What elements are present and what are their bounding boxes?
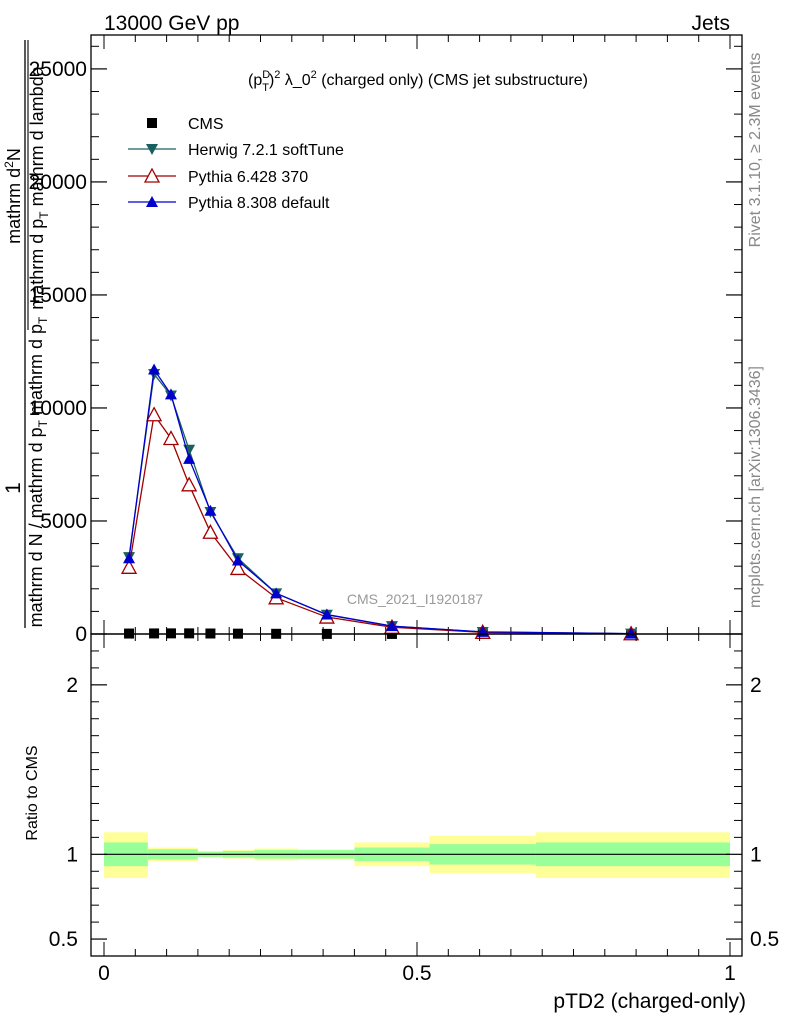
ratio-ytick-label-right: 0.5 xyxy=(750,928,779,951)
main-ticks xyxy=(91,35,742,635)
legend-marker-herwig xyxy=(146,144,158,155)
ratio-ytick-label-right: 2 xyxy=(750,674,762,697)
main-ytick-label: 25000 xyxy=(29,58,87,81)
legend-item-pythia6: Pythia 6.428 370 xyxy=(128,167,308,186)
point-pythia-6-428-370 xyxy=(229,560,247,576)
legend-marker-pythia6 xyxy=(143,167,161,183)
ylabel-denominator: mathrm d N / mathrm d pT mathrm d pT xyxy=(26,316,50,627)
legend-label-pythia8: Pythia 8.308 default xyxy=(188,195,330,212)
point-pythia-6-428-370 xyxy=(162,430,180,446)
legend-marker-pythia8 xyxy=(146,196,158,207)
legend-item-cms: CMS xyxy=(147,116,224,133)
ratio-frame xyxy=(90,633,743,957)
point-pythia-8-308-default xyxy=(148,363,161,375)
ratio-panel: 0.5 0.51 12 2 0 0.5 1 Ratio to CMS pTD2 (char… xyxy=(24,633,779,1013)
point-pythia-8-308-default xyxy=(385,620,398,632)
ratio-xtick-label: 0.5 xyxy=(402,962,431,985)
main-panel: 0 5000 10000 15000 20000 25000 (pD T)2 λ_02 (c… xyxy=(2,34,743,646)
ratio-ytick-label: 0.5 xyxy=(49,928,78,951)
main-ytick-label: 20000 xyxy=(29,171,87,194)
point-pythia-8-308-default xyxy=(123,552,136,564)
point-pythia-8-308-default xyxy=(231,554,244,566)
ylabel-numerator-bottom: mathrm d pT mathrm d lambda xyxy=(27,65,51,309)
ratio-ytick-label: 1 xyxy=(66,843,78,866)
point-pythia-8-308-default xyxy=(270,587,283,599)
main-ytick-label: 10000 xyxy=(29,397,87,420)
analysis-watermark: CMS_2021_I1920187 xyxy=(347,591,483,607)
header-energy-label: 13000 GeV pp xyxy=(104,12,239,35)
main-ytick-label: 0 xyxy=(75,623,87,646)
ratio-ylabel: Ratio to CMS xyxy=(24,745,41,840)
ratio-ytick-label: 2 xyxy=(66,674,78,697)
point-pythia-8-308-default xyxy=(183,452,196,464)
legend-label-pythia6: Pythia 6.428 370 xyxy=(188,169,308,186)
ratio-bands xyxy=(104,832,730,879)
legend: CMS Herwig 7.2.1 softTune Pythia 6.428 3… xyxy=(128,116,344,212)
ratio-xtick-label: 1 xyxy=(724,962,736,985)
ratio-ytick-label-right: 1 xyxy=(750,843,762,866)
point-pythia-6-428-370 xyxy=(202,523,219,539)
main-ytick-labels: 0 5000 10000 15000 20000 25000 xyxy=(29,58,87,646)
main-ytick-label: 5000 xyxy=(40,510,87,533)
point-pythia-8-308-default xyxy=(204,504,217,516)
legend-item-herwig: Herwig 7.2.1 softTune xyxy=(128,142,344,159)
main-ytick-label: 15000 xyxy=(29,284,87,307)
point-pythia-6-428-370 xyxy=(181,476,198,492)
main-ylabel: 1 mathrm d N / mathrm d pT mathrm d pT m… xyxy=(2,40,51,628)
point-pythia-6-428-370 xyxy=(120,558,138,574)
header-jets-label: Jets xyxy=(691,12,730,35)
point-pythia-8-308-default xyxy=(625,627,638,639)
legend-label-herwig: Herwig 7.2.1 softTune xyxy=(188,142,344,159)
point-pythia-6-428-370 xyxy=(145,406,163,422)
ratio-ytick-labels: 0.5 0.5 1 1 2 2 xyxy=(49,674,779,951)
point-pythia-8-308-default xyxy=(320,608,333,620)
rivet-version-label: Rivet 3.1.10, ≥ 2.3M events xyxy=(747,53,764,248)
x-axis-label: pTD2 (charged-only) xyxy=(553,990,746,1013)
main-series xyxy=(120,363,640,641)
main-title: (pD T)2 λ_02 (charged only) (CMS jet subs… xyxy=(248,69,588,94)
ylabel-one: 1 xyxy=(2,482,25,494)
legend-marker-cms xyxy=(147,118,157,128)
ratio-ticks xyxy=(91,634,742,956)
mcplots-label: mcplots.cern.ch [arXiv:1306.3436] xyxy=(747,366,764,608)
ratio-xtick-label: 0 xyxy=(98,962,110,985)
legend-item-pythia8: Pythia 8.308 default xyxy=(128,195,330,212)
ratio-xtick-labels: 0 0.5 1 xyxy=(98,962,736,985)
legend-label-cms: CMS xyxy=(188,116,224,133)
ylabel-numerator-top: mathrm d2N xyxy=(2,148,24,244)
point-pythia-8-308-default xyxy=(164,388,177,400)
